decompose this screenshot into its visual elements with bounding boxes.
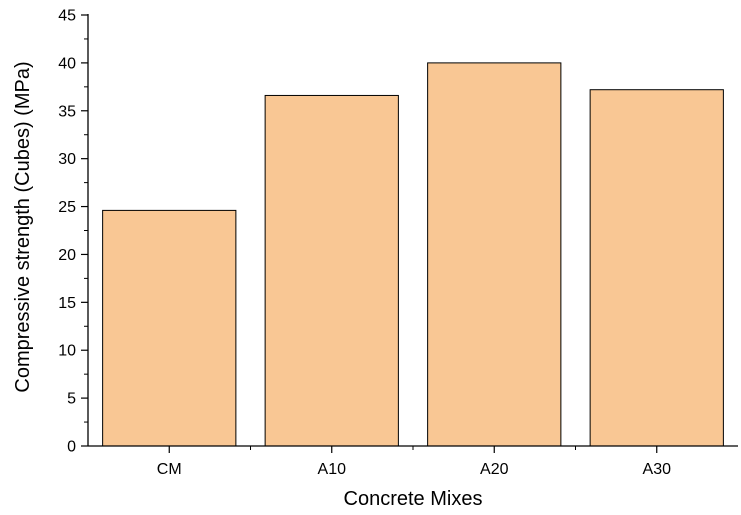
y-tick-label: 20	[58, 247, 76, 264]
y-tick-label: 40	[58, 55, 76, 72]
x-tick-label-cm: CM	[157, 461, 182, 478]
plot-area: 0 5 10 15 20 25 30 35 40 45 CM A10 A20 A30	[58, 8, 738, 478]
bar-a10	[264, 94, 399, 447]
y-tick-label: 15	[58, 295, 76, 312]
x-tick-label-a10: A10	[318, 461, 347, 478]
x-axis-title: Concrete Mixes	[344, 488, 483, 510]
bar-cm	[102, 209, 237, 447]
y-tick-label: 25	[58, 199, 76, 216]
bar-a20	[427, 62, 562, 447]
bar-a30	[589, 89, 724, 447]
y-tick-label: 35	[58, 103, 76, 120]
y-axis-title: Compressive strength (Cubes) (MPa)	[12, 61, 34, 392]
y-tick-label: 0	[67, 439, 76, 456]
x-tick-label-a30: A30	[643, 461, 672, 478]
y-tick-label: 30	[58, 151, 76, 168]
y-tick-label: 5	[67, 391, 76, 408]
y-tick-label: 45	[58, 8, 76, 25]
y-tick-label: 10	[58, 343, 76, 360]
x-tick-label-a20: A20	[480, 461, 509, 478]
